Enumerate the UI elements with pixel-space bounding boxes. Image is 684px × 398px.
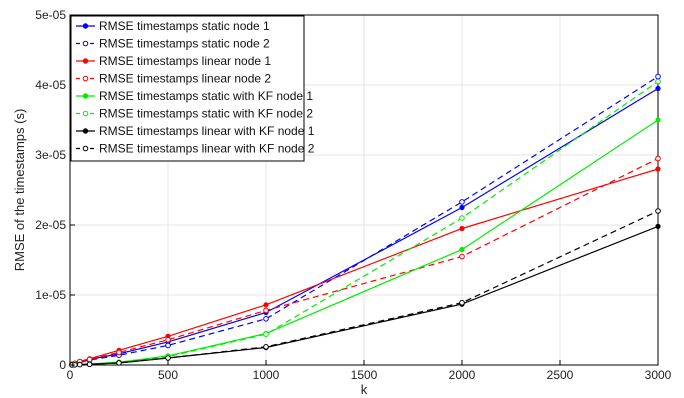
legend-marker bbox=[82, 40, 89, 47]
data-point bbox=[263, 344, 269, 350]
data-point bbox=[263, 307, 269, 314]
data-point bbox=[116, 349, 122, 356]
legend-marker bbox=[82, 128, 89, 134]
legend-entry: RMSE timestamps linear node 1 bbox=[76, 54, 271, 68]
x-tick-label: 500 bbox=[158, 368, 178, 382]
legend: RMSE timestamps static node 1 RMSE timest… bbox=[70, 15, 315, 162]
tick-labels: 0 500 1000 1500 2000 2500 3000 0 1e-05 2e-05 3e-05… bbox=[35, 8, 671, 382]
data-point bbox=[86, 361, 93, 368]
data-point bbox=[459, 204, 465, 211]
data-point bbox=[655, 78, 661, 85]
y-tick-label: 1e-05 bbox=[35, 288, 66, 302]
legend-marker bbox=[82, 58, 89, 64]
series-8 bbox=[69, 208, 661, 368]
x-tick-label: 1500 bbox=[351, 368, 378, 382]
data-point bbox=[655, 73, 661, 80]
data-point bbox=[165, 337, 171, 343]
y-tick-label: 4e-05 bbox=[35, 78, 66, 92]
legend-entry: RMSE timestamps static node 1 bbox=[76, 19, 270, 33]
series-4 bbox=[69, 155, 661, 368]
data-point bbox=[655, 117, 661, 123]
legend-entry: RMSE timestamps linear with KF node 2 bbox=[76, 142, 315, 156]
x-tick-label: 3000 bbox=[645, 368, 672, 382]
legend-entry: RMSE timestamps linear node 2 bbox=[76, 72, 271, 86]
y-tick-label: 2e-05 bbox=[35, 218, 66, 232]
legend-label: RMSE timestamps static with KF node 2 bbox=[99, 107, 313, 121]
series-line bbox=[71, 168, 659, 365]
data-point bbox=[459, 215, 465, 221]
legend-label: RMSE timestamps linear with KF node 1 bbox=[99, 124, 315, 138]
legend-label: RMSE timestamps linear with KF node 2 bbox=[99, 142, 315, 156]
data-point bbox=[655, 85, 661, 92]
data-point bbox=[77, 361, 83, 368]
x-axis-label: k bbox=[361, 382, 368, 397]
y-tick-label: 5e-05 bbox=[35, 8, 66, 22]
legend-marker bbox=[82, 93, 89, 99]
legend-entry: RMSE timestamps linear with KF node 1 bbox=[76, 124, 315, 138]
data-point bbox=[655, 208, 661, 214]
legend-marker bbox=[82, 23, 89, 29]
x-tick-label: 2000 bbox=[449, 368, 476, 382]
legend-entry: RMSE timestamps static with KF node 2 bbox=[76, 107, 313, 121]
legend-marker bbox=[82, 110, 89, 117]
legend-label: RMSE timestamps static node 2 bbox=[99, 37, 270, 51]
data-point bbox=[459, 253, 465, 260]
y-axis-label: RMSE of the timestamps (s) bbox=[12, 109, 27, 272]
series-3 bbox=[69, 166, 661, 367]
data-point bbox=[86, 356, 93, 363]
legend-label: RMSE timestamps static node 1 bbox=[99, 19, 270, 33]
legend-label: RMSE timestamps linear node 1 bbox=[99, 54, 271, 68]
series-group bbox=[69, 73, 661, 368]
legend-entry: RMSE timestamps static with KF node 1 bbox=[76, 89, 313, 103]
y-tick-label: 3e-05 bbox=[35, 148, 66, 162]
legend-marker bbox=[82, 145, 89, 152]
x-tick-label: 2500 bbox=[547, 368, 574, 382]
y-tick-label: 0 bbox=[59, 358, 66, 372]
x-tick-label: 1000 bbox=[253, 368, 280, 382]
data-point bbox=[459, 299, 465, 306]
data-point bbox=[459, 246, 465, 253]
legend-box bbox=[70, 15, 305, 162]
data-point bbox=[459, 199, 465, 205]
data-point bbox=[263, 331, 269, 338]
legend-marker bbox=[82, 75, 89, 82]
data-point bbox=[165, 342, 171, 349]
legend-label: RMSE timestamps static with KF node 1 bbox=[99, 89, 313, 103]
data-point bbox=[655, 223, 661, 229]
series-7 bbox=[69, 223, 661, 368]
x-tick-label: 0 bbox=[67, 368, 74, 382]
legend-label: RMSE timestamps linear node 2 bbox=[99, 72, 271, 86]
data-point bbox=[263, 302, 269, 308]
data-point bbox=[459, 225, 465, 232]
data-point bbox=[655, 155, 661, 162]
data-point bbox=[655, 166, 661, 172]
data-point bbox=[116, 360, 122, 366]
data-point bbox=[263, 316, 269, 322]
data-point bbox=[165, 355, 171, 361]
legend-entry: RMSE timestamps static node 2 bbox=[76, 37, 270, 51]
